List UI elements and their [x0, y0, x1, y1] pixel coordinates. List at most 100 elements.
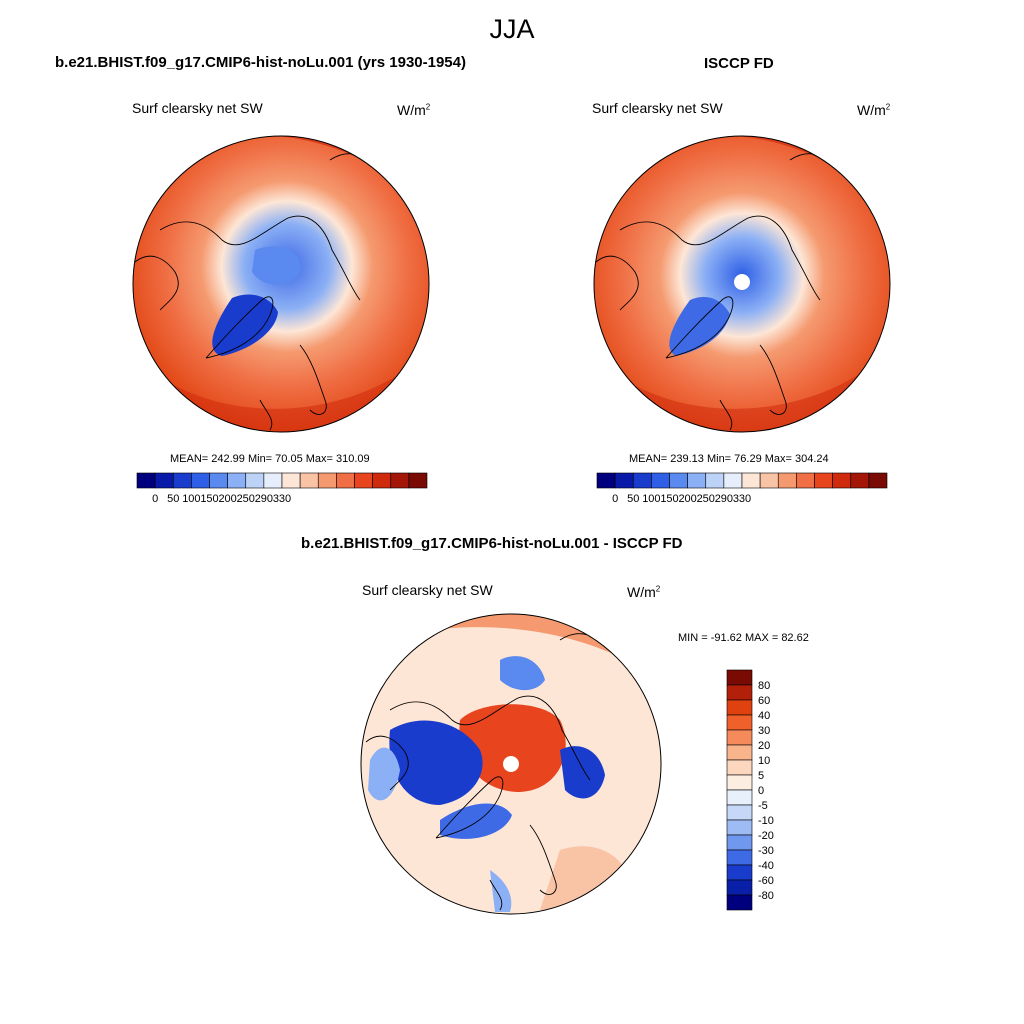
colorbar-swatch [726, 729, 753, 746]
colorbar-tick-label: 50 [627, 493, 639, 505]
panel1-units: W/m2 [397, 102, 431, 118]
colorbar-swatch [336, 472, 355, 489]
panel3-title: b.e21.BHIST.f09_g17.CMIP6-hist-noLu.001 … [301, 535, 683, 552]
colorbar-swatch [614, 472, 634, 489]
colorbar-swatch [354, 472, 373, 489]
colorbar-swatch [726, 849, 753, 866]
map1-polar-plot [132, 135, 430, 433]
colorbar-tick-label: 150 [200, 493, 218, 505]
map3-north-negative [500, 656, 545, 691]
colorbar-tick-label: 100 [642, 493, 660, 505]
colorbar-swatch [191, 472, 210, 489]
map3-south-negative [490, 870, 512, 912]
panel3-stats: MIN = -91.62 MAX = 82.62 [678, 632, 809, 644]
colorbar-panel2: 0 50 100 150 200 250 290 330 [596, 472, 888, 505]
colorbar-swatch [154, 472, 174, 489]
panel3-subtitle: Surf clearsky net SW [362, 582, 493, 598]
colorbar-tick-label: 0 [612, 493, 618, 505]
panel1-subtitle: Surf clearsky net SW [132, 100, 263, 116]
colorbar-swatch [726, 759, 753, 776]
colorbar-swatch [726, 789, 753, 806]
colorbar-swatch [172, 472, 192, 489]
colorbar-swatch [726, 879, 753, 896]
colorbar-swatch [726, 804, 753, 821]
colorbar-tick-label: 50 [167, 493, 179, 505]
colorbar-swatch [726, 669, 753, 686]
colorbar-swatch [299, 472, 319, 489]
map3-pole-hole [503, 756, 519, 772]
colorbar-swatch [850, 472, 870, 489]
colorbar-swatch [245, 472, 265, 489]
colorbar-swatch [687, 472, 707, 489]
colorbar-tick-label: -80 [758, 890, 774, 902]
colorbar-tick-label: -20 [758, 830, 774, 842]
map1-coastlines [134, 153, 373, 431]
colorbar-swatch [726, 894, 753, 911]
colorbar-tick-label: 200 [218, 493, 236, 505]
colorbar-swatch [726, 714, 753, 731]
map3-polar-plot [360, 613, 662, 915]
colorbar-swatch [390, 472, 410, 489]
colorbar-swatch [726, 819, 753, 836]
colorbar-tick-label: 0 [152, 493, 158, 505]
colorbar-swatch [632, 472, 652, 489]
colorbar-tick-label: -60 [758, 875, 774, 887]
colorbar-swatch [814, 472, 833, 489]
colorbar-swatch [136, 472, 156, 489]
colorbar-tick-label: 10 [758, 755, 770, 767]
colorbar-swatch [868, 472, 888, 489]
map3-canada-negative [389, 720, 483, 805]
colorbar-swatch [596, 472, 616, 489]
colorbar-swatch [723, 472, 743, 489]
colorbar-tick-label: 60 [758, 695, 770, 707]
map1-border [132, 135, 430, 433]
map1-greenland-low [212, 294, 278, 356]
colorbar-swatch [317, 472, 337, 489]
colorbar-tick-label: 330 [733, 493, 751, 505]
colorbar-swatch [832, 472, 852, 489]
colorbar-swatch [726, 864, 753, 881]
colorbar-tick-label: 330 [273, 493, 291, 505]
colorbar-tick-label: 5 [758, 770, 764, 782]
colorbar-swatch [726, 699, 753, 716]
colorbar-swatch [726, 774, 753, 791]
map3-greenland-negative [440, 803, 512, 839]
colorbar-tick-label: 20 [758, 740, 770, 752]
colorbar-swatch [263, 472, 283, 489]
colorbar-swatch [281, 472, 301, 489]
colorbar-swatch [651, 472, 670, 489]
colorbar-swatch [372, 472, 392, 489]
panel2-units: W/m2 [857, 102, 891, 118]
colorbar-tick-label: 290 [255, 493, 273, 505]
colorbar-swatch [669, 472, 688, 489]
colorbar-panel3: 80 60 40 30 20 10 5 0 -5 -10 -20 -30 -40 -60 -80 [726, 669, 774, 911]
colorbar-swatch [796, 472, 815, 489]
panel3-units: W/m2 [627, 584, 661, 600]
map3-pole-positive [459, 704, 566, 792]
colorbar-swatch [759, 472, 779, 489]
panel1-title: b.e21.BHIST.f09_g17.CMIP6-hist-noLu.001 … [55, 54, 466, 71]
map2-greenland-low [669, 296, 730, 356]
colorbar-tick-label: -5 [758, 800, 768, 812]
colorbar-tick-label: 200 [678, 493, 696, 505]
colorbar-swatch [726, 684, 753, 701]
panel2-title: ISCCP FD [704, 55, 774, 72]
colorbar-tick-label: -30 [758, 845, 774, 857]
colorbar-tick-label: -10 [758, 815, 774, 827]
colorbar-tick-label: 100 [182, 493, 200, 505]
colorbar-swatch [726, 834, 753, 851]
colorbar-tick-label: 0 [758, 785, 764, 797]
colorbar-tick-label: 40 [758, 710, 770, 722]
map2-polar-plot [593, 135, 891, 433]
colorbar-swatch [777, 472, 797, 489]
map3-border [360, 613, 662, 915]
colorbar-tick-label: 250 [697, 493, 715, 505]
colorbar-tick-label: 290 [715, 493, 733, 505]
colorbar-tick-label: 30 [758, 725, 770, 737]
map2-border [593, 135, 891, 433]
map1-arctic-ocean [252, 246, 301, 285]
panel1-stats: MEAN= 242.99 Min= 70.05 Max= 310.09 [170, 453, 370, 465]
colorbar-tick-label: -40 [758, 860, 774, 872]
colorbar-panel1: 0 50 100 150 200 250 290 330 [136, 472, 428, 505]
